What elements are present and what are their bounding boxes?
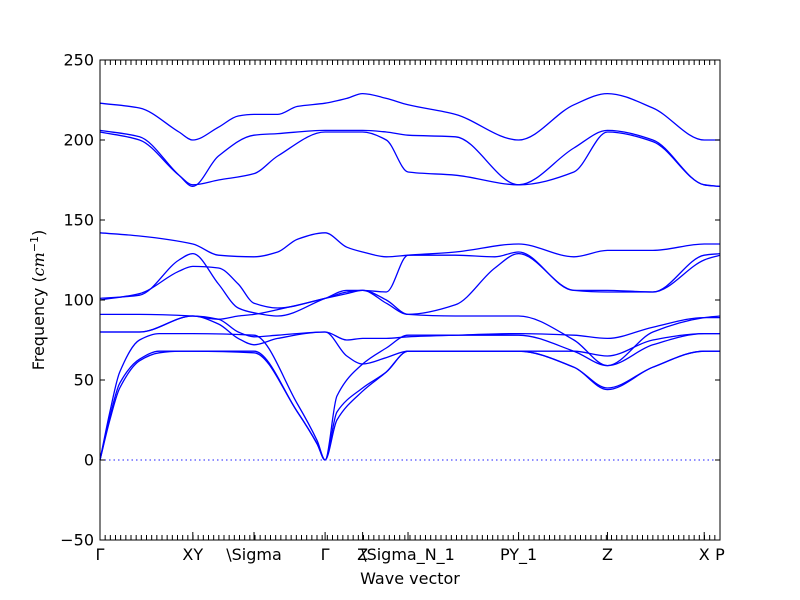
y-tick-label: 50 <box>74 371 94 390</box>
band-line-10 <box>99 131 721 188</box>
x-axis-label: Wave vector <box>360 569 460 588</box>
band-line-9 <box>99 232 720 258</box>
plot-frame <box>99 59 721 541</box>
y-axis-label-unit: cm <box>29 252 48 276</box>
y-axis-label: Frequency (cm−1) <box>28 230 49 371</box>
x-kpoint-label: XY <box>182 545 203 564</box>
y-tick-label: 250 <box>63 51 94 70</box>
x-kpoint-label: Z <box>357 545 368 564</box>
y-tick-label: 200 <box>63 131 94 150</box>
y-tick-label: 100 <box>63 291 94 310</box>
y-tick-label: 150 <box>63 211 94 230</box>
x-kpoint-label: Z <box>602 545 613 564</box>
x-kpoint-label: Γ <box>321 545 330 564</box>
x-kpoint-label: \Sigma <box>226 545 282 564</box>
x-kpoint-label: PY_1 <box>500 545 537 565</box>
x-kpoint-label: Γ <box>96 545 105 564</box>
band-line-2 <box>99 350 720 461</box>
x-kpoint-label: X <box>699 545 710 564</box>
y-tick-label: 0 <box>84 451 94 470</box>
band-line-12 <box>99 92 720 141</box>
band-line-11 <box>99 129 721 188</box>
band-line-4 <box>100 315 720 365</box>
x-axis: Γ XY \Sigma Γ Z\Sigma_N_1 PY_1 Z X P <box>96 60 725 565</box>
x-kpoint-label: \Sigma_N_1 <box>361 545 455 565</box>
x-kpoint-label: P <box>715 545 725 564</box>
band-lines <box>99 92 721 461</box>
y-tick-label: −50 <box>60 531 94 550</box>
band-line-3 <box>99 332 720 461</box>
y-axis-label-text: Frequency ( <box>29 276 48 370</box>
y-axis-label-close: ) <box>29 230 48 236</box>
band-line-8 <box>99 251 721 309</box>
y-axis-label-exponent: −1 <box>28 236 41 252</box>
